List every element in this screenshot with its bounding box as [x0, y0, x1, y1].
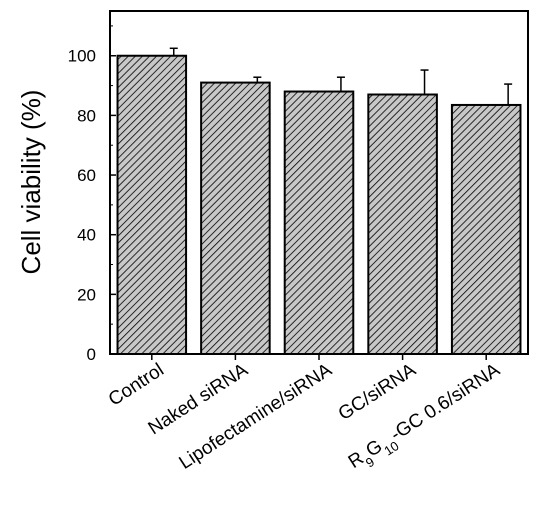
error-bar-1	[253, 76, 262, 83]
y-axis-title: Cell viability (%)	[16, 90, 46, 275]
y-tick-label-100: 100	[68, 47, 96, 66]
y-tick-label-60: 60	[77, 166, 96, 185]
error-bar-0	[169, 47, 178, 56]
bar-1	[200, 81, 271, 355]
plot-area: 0 20 40 60 80 100	[68, 10, 529, 364]
error-bars-group	[169, 47, 513, 105]
category-label-r9g10-gc-sirna: R9G10-GC 0.6/siRNA	[345, 359, 507, 477]
error-bar-2	[336, 76, 345, 92]
bars-group	[116, 54, 522, 356]
bar-2	[283, 90, 355, 356]
bar-0	[116, 54, 188, 355]
y-tick-label-20: 20	[77, 285, 96, 304]
y-tick-label-0: 0	[87, 345, 96, 364]
error-bar-4	[504, 83, 513, 105]
bar-3	[367, 93, 438, 356]
error-bar-3	[420, 69, 429, 95]
y-tick-label-80: 80	[77, 106, 96, 125]
x-ticks-group	[151, 354, 487, 360]
category-label-control: Control	[105, 360, 168, 411]
y-ticks-group: 0 20 40 60 80 100	[68, 25, 116, 364]
bar-4	[450, 103, 522, 355]
y-tick-label-40: 40	[77, 226, 96, 245]
category-label-lipofectamine-sirna: Lipofectamine/siRNA	[175, 359, 336, 473]
